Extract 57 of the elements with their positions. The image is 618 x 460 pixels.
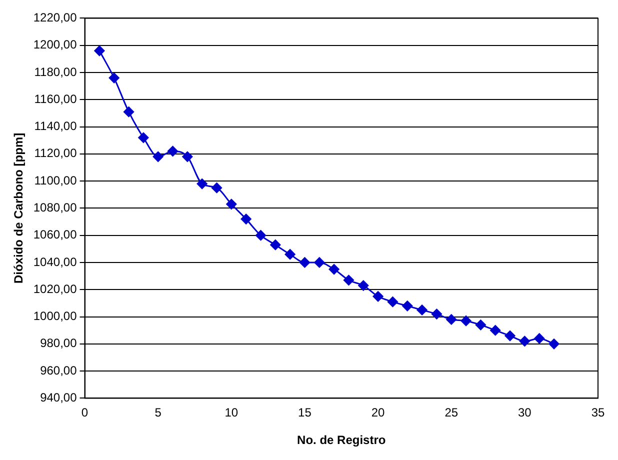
y-tick-label: 1140,00 [34,119,78,134]
y-tick-label: 940,00 [40,390,78,405]
point [182,151,193,162]
point [402,300,413,312]
point [94,46,105,56]
point [240,214,252,224]
y-axis-title: Dióxido de Carbono [ppm] [12,132,26,284]
point [168,146,178,156]
point [519,336,530,346]
point [299,257,310,268]
y-tick-label: 1120,00 [34,146,78,160]
x-tick-label: 20 [371,406,386,420]
point [196,178,208,190]
x-axis-title: No. de Registro [297,433,386,448]
x-tick-label: 10 [224,406,238,420]
y-tick-label: 1000,00 [33,309,78,324]
y-tick-label: 1040,00 [33,254,78,269]
point [548,338,560,350]
y-tick-label: 1160,00 [34,92,78,106]
point [314,257,325,268]
x-tick-label: 25 [444,406,458,420]
y-tick-label: 1080,00 [33,200,78,215]
point [504,330,516,342]
y-tick-label: 1200,00 [33,38,78,52]
x-tick-label: 15 [298,406,312,420]
point [475,320,486,330]
point [108,72,120,84]
y-tick-label: 1220,00 [33,10,78,25]
x-tick-label: 30 [518,406,532,420]
point [226,198,237,210]
point [490,325,501,336]
point [446,314,457,325]
point [431,308,442,320]
y-tick-label: 1180,00 [34,64,78,79]
point [343,274,354,286]
y-tick-label: 980,00 [40,336,78,350]
point [534,333,545,344]
point [212,182,222,194]
point [270,240,281,250]
x-tick-label: 0 [81,406,88,420]
point [358,280,369,291]
point [255,230,266,241]
x-tick-label: 35 [591,406,605,420]
y-tick-label: 1060,00 [33,228,78,242]
y-tick-label: 960,00 [40,363,78,378]
point [460,316,472,326]
y-tick-label: 1020,00 [33,282,78,296]
point [387,296,398,308]
point [138,132,149,143]
point [416,304,428,316]
point [152,151,164,162]
point [372,291,384,302]
x-tick-label: 5 [154,406,162,420]
y-tick-label: 1100,00 [34,173,78,188]
point [124,106,134,118]
point [284,249,296,260]
point [328,264,340,275]
